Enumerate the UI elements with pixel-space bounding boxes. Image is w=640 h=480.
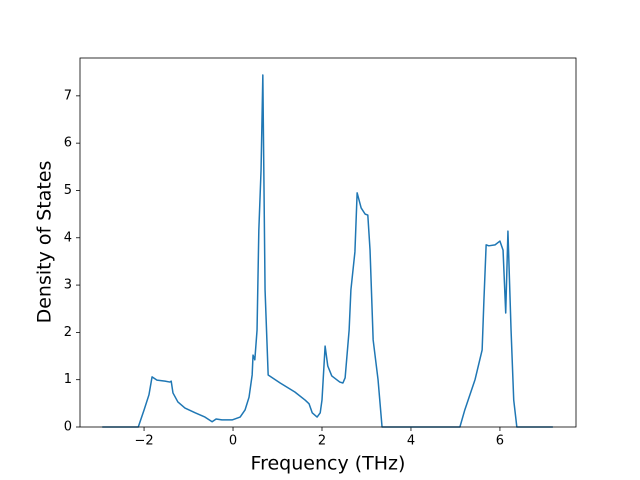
y-tick-label: 7 bbox=[64, 88, 72, 103]
y-tick-label: 0 bbox=[64, 420, 72, 435]
y-tick-label: 3 bbox=[64, 278, 72, 293]
x-tick-label: 2 bbox=[318, 434, 326, 449]
plot-frame bbox=[79, 57, 577, 428]
x-tick-label: −2 bbox=[134, 434, 153, 449]
x-axis-label: Frequency (THz) bbox=[251, 453, 406, 475]
y-tick-label: 4 bbox=[64, 230, 72, 245]
y-tick-label: 2 bbox=[64, 325, 72, 340]
x-tick-label: 0 bbox=[229, 434, 237, 449]
y-tick-label: 1 bbox=[64, 372, 72, 387]
y-axis-label: Density of States bbox=[34, 161, 56, 324]
data-line bbox=[102, 74, 553, 428]
x-tick-label: 6 bbox=[496, 434, 504, 449]
y-tick-label: 5 bbox=[64, 183, 72, 198]
y-tick-label: 6 bbox=[64, 136, 72, 151]
x-tick-label: 4 bbox=[407, 434, 415, 449]
